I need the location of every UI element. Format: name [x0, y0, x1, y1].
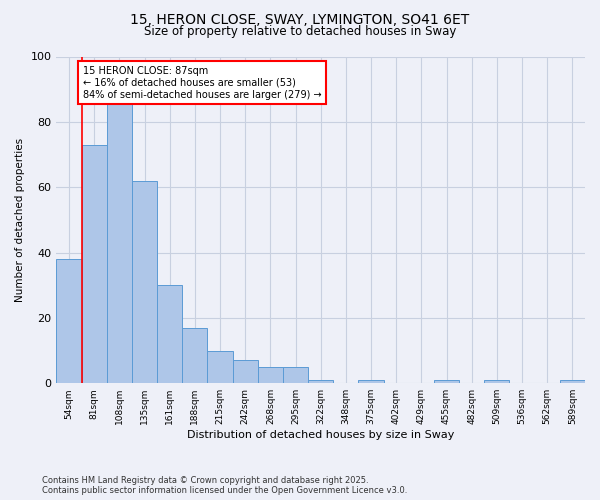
Bar [484, 380, 509, 383]
Bar [107, 99, 132, 383]
Bar [182, 328, 208, 383]
X-axis label: Distribution of detached houses by size in Sway: Distribution of detached houses by size … [187, 430, 454, 440]
Bar [283, 367, 308, 383]
Bar [358, 380, 383, 383]
Bar [258, 367, 283, 383]
Y-axis label: Number of detached properties: Number of detached properties [15, 138, 25, 302]
Bar [434, 380, 459, 383]
Bar [308, 380, 333, 383]
Bar [560, 380, 585, 383]
Bar [208, 350, 233, 383]
Bar [233, 360, 258, 383]
Bar [56, 259, 82, 383]
Bar [157, 285, 182, 383]
Bar [132, 180, 157, 383]
Text: Contains HM Land Registry data © Crown copyright and database right 2025.
Contai: Contains HM Land Registry data © Crown c… [42, 476, 407, 495]
Text: 15 HERON CLOSE: 87sqm
← 16% of detached houses are smaller (53)
84% of semi-deta: 15 HERON CLOSE: 87sqm ← 16% of detached … [83, 66, 322, 100]
Text: 15, HERON CLOSE, SWAY, LYMINGTON, SO41 6ET: 15, HERON CLOSE, SWAY, LYMINGTON, SO41 6… [130, 12, 470, 26]
Bar [82, 144, 107, 383]
Text: Size of property relative to detached houses in Sway: Size of property relative to detached ho… [144, 25, 456, 38]
